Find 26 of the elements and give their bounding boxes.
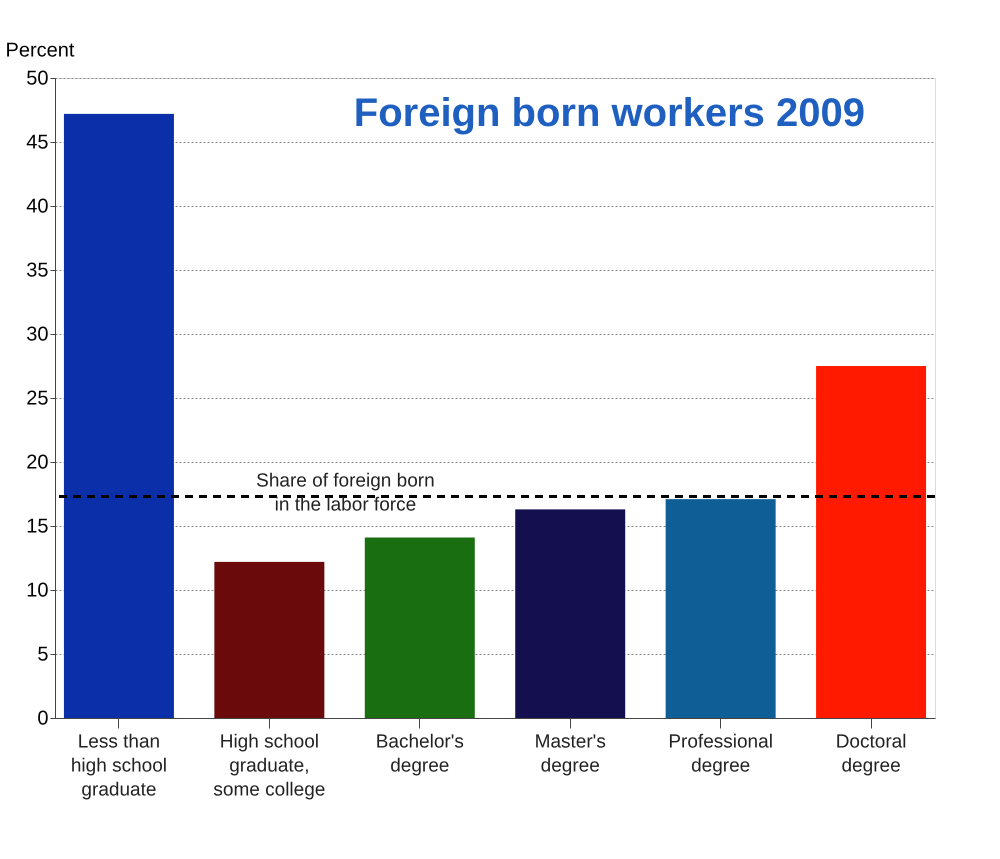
y-tick-label: 0	[37, 708, 48, 730]
y-axis-title: Percent	[6, 40, 75, 62]
y-tick-label: 25	[26, 388, 48, 410]
bar	[816, 366, 926, 718]
bar	[364, 538, 475, 718]
y-tick-label: 20	[26, 452, 48, 474]
y-tick-label: 45	[26, 132, 48, 154]
bar	[214, 562, 324, 718]
y-tick-label: 30	[26, 324, 48, 346]
ref-line-label: Share of foreign born in the labor force	[256, 470, 435, 516]
y-tick-label: 35	[26, 260, 48, 282]
y-tick-label: 5	[37, 644, 48, 666]
bar	[64, 114, 174, 718]
y-tick-label: 15	[26, 516, 48, 538]
x-tick-label: Master's degree	[534, 732, 606, 776]
x-tick-label: High school graduate, some college	[213, 732, 326, 800]
y-tick-label: 40	[26, 196, 48, 218]
y-tick-label: 10	[26, 580, 48, 602]
x-tick-label: Doctoral degree	[836, 732, 906, 776]
x-tick-label: Less than high school graduate	[70, 732, 167, 800]
chart-title: Foreign born workers 2009	[354, 91, 866, 135]
bar	[515, 509, 626, 718]
bar	[666, 499, 776, 718]
x-tick-label: Bachelor's degree	[376, 732, 464, 776]
y-tick-label: 50	[26, 68, 48, 90]
x-tick-label: Professional degree	[668, 732, 773, 776]
